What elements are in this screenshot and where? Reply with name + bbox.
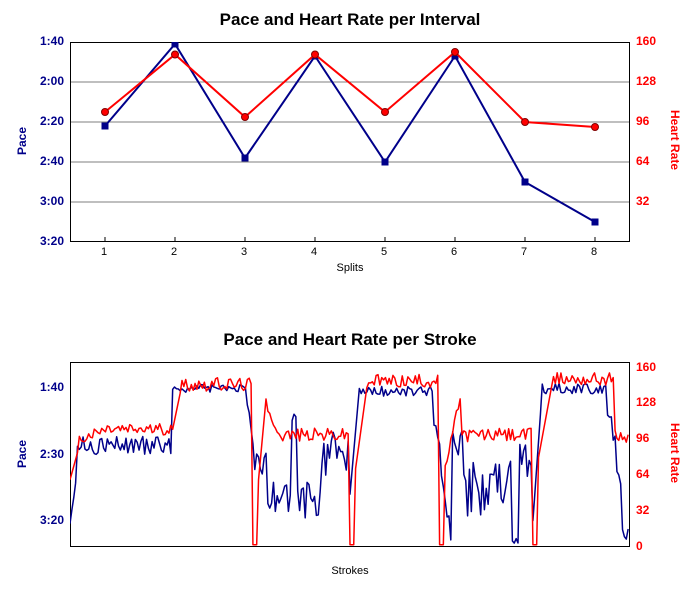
interval-chart-title: Pace and Heart Rate per Interval (0, 10, 700, 30)
heartrate-axis-label: Heart Rate (668, 423, 682, 483)
heartrate-tick-label: 64 (636, 154, 649, 168)
pace-axis-label: Pace (15, 440, 29, 468)
interval-chart: Pace and Heart Rate per Interval Pace He… (0, 10, 700, 274)
pace-tick-label: 1:40 (40, 34, 64, 48)
heartrate-tick-label: 96 (636, 114, 649, 128)
heartrate-tick-label: 0 (636, 539, 643, 553)
splits-tick-label: 7 (521, 246, 527, 258)
stroke-chart-title: Pace and Heart Rate per Stroke (0, 330, 700, 350)
splits-axis-label: Splits (0, 262, 700, 274)
stroke-chart: Pace and Heart Rate per Stroke Pace Hear… (0, 330, 700, 577)
pace-tick-label: 1:40 (40, 380, 64, 394)
heartrate-axis-label: Heart Rate (668, 110, 682, 170)
heartrate-tick-label: 160 (636, 360, 656, 374)
pace-tick-label: 2:30 (40, 447, 64, 461)
splits-tick-label: 4 (311, 246, 317, 258)
interval-chart-plot: Pace Heart Rate 1:402:002:202:403:003:20… (70, 42, 630, 242)
pace-tick-label: 3:20 (40, 513, 64, 527)
stroke-chart-svg (70, 362, 630, 547)
heartrate-tick-label: 64 (636, 467, 649, 481)
pace-tick-label: 2:00 (40, 74, 64, 88)
heartrate-tick-label: 128 (636, 395, 656, 409)
splits-tick-label: 1 (101, 246, 107, 258)
interval-chart-svg (70, 42, 630, 242)
pace-tick-label: 3:20 (40, 234, 64, 248)
pace-tick-label: 2:40 (40, 154, 64, 168)
strokes-axis-label: Strokes (0, 565, 700, 577)
pace-tick-label: 2:20 (40, 114, 64, 128)
stroke-chart-plot: Pace Heart Rate 1:402:303:20160128966432… (70, 362, 630, 547)
heartrate-tick-label: 96 (636, 431, 649, 445)
splits-tick-label: 5 (381, 246, 387, 258)
heartrate-tick-label: 160 (636, 34, 656, 48)
pace-tick-label: 3:00 (40, 194, 64, 208)
pace-axis-label: Pace (15, 127, 29, 155)
splits-tick-label: 2 (171, 246, 177, 258)
heartrate-tick-label: 32 (636, 194, 649, 208)
heartrate-tick-label: 32 (636, 503, 649, 517)
splits-tick-label: 8 (591, 246, 597, 258)
splits-tick-label: 3 (241, 246, 247, 258)
heartrate-tick-label: 128 (636, 74, 656, 88)
splits-tick-label: 6 (451, 246, 457, 258)
